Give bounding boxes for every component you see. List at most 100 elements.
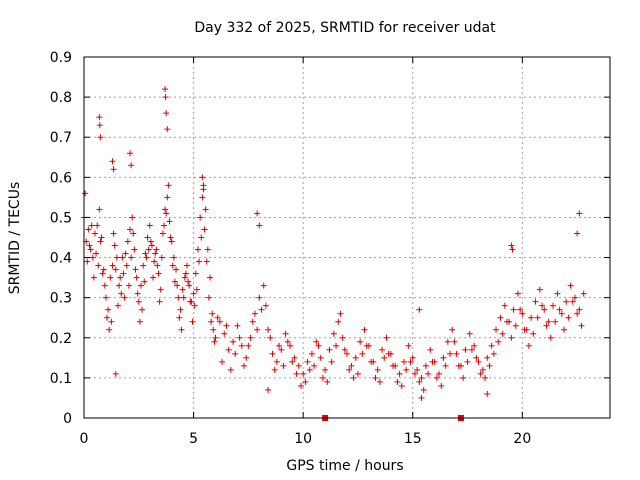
data-point (466, 330, 473, 337)
data-point (97, 238, 104, 245)
x-tick-label: 15 (404, 431, 422, 447)
data-point (418, 374, 425, 381)
data-point (265, 386, 272, 393)
data-point (473, 354, 480, 361)
data-point (354, 370, 361, 377)
data-point (403, 366, 410, 373)
data-point (192, 270, 199, 277)
data-point (93, 250, 100, 257)
data-point (337, 310, 344, 317)
data-point (173, 266, 180, 273)
data-point (484, 354, 491, 361)
data-point (449, 326, 456, 333)
data-point (236, 334, 243, 341)
data-point (200, 186, 207, 193)
data-point (99, 270, 106, 277)
data-point (91, 230, 98, 237)
data-point (503, 318, 510, 325)
data-point (190, 290, 197, 297)
data-point (280, 362, 287, 369)
data-point (429, 358, 436, 365)
data-point (350, 374, 357, 381)
data-point (372, 374, 379, 381)
data-point (210, 326, 217, 333)
data-point (468, 346, 475, 353)
data-point (232, 350, 239, 357)
data-point (189, 318, 196, 325)
data-point (96, 114, 103, 121)
data-point (425, 370, 432, 377)
data-point (187, 298, 194, 305)
data-point (209, 310, 216, 317)
data-point (178, 326, 185, 333)
data-point (132, 266, 139, 273)
data-point (153, 246, 160, 253)
data-point (517, 306, 524, 313)
data-point (159, 230, 166, 237)
data-point (171, 278, 178, 285)
data-point (455, 362, 462, 369)
data-point (346, 366, 353, 373)
data-point (245, 342, 252, 349)
data-point (157, 286, 164, 293)
data-point (317, 354, 324, 361)
data-point (162, 94, 169, 101)
data-point (324, 378, 331, 385)
data-point (95, 262, 102, 269)
data-point (282, 330, 289, 337)
data-point (330, 330, 337, 337)
x-tick-label: 5 (189, 431, 198, 447)
data-point (122, 250, 129, 257)
data-point (135, 298, 142, 305)
data-point (512, 322, 519, 329)
y-tick-label: 0.8 (50, 90, 72, 106)
data-point (163, 210, 170, 217)
data-point (199, 194, 206, 201)
data-point (519, 310, 526, 317)
data-point (104, 314, 111, 321)
data-point (204, 246, 211, 253)
data-point (556, 306, 563, 313)
data-points (81, 86, 587, 401)
data-point (543, 322, 550, 329)
data-point (191, 302, 198, 309)
data-point (150, 274, 157, 281)
data-point (444, 338, 451, 345)
data-point (109, 158, 116, 165)
data-point (85, 226, 92, 233)
data-point (194, 246, 201, 253)
data-point (409, 354, 416, 361)
data-point (289, 358, 296, 365)
y-tick-label: 0.1 (50, 371, 72, 387)
data-point (156, 298, 163, 305)
data-point (84, 258, 91, 265)
data-point (376, 378, 383, 385)
data-point (273, 358, 280, 365)
data-point (381, 354, 388, 361)
data-point (197, 214, 204, 221)
data-point (414, 366, 421, 373)
data-point (164, 194, 171, 201)
data-point (547, 334, 554, 341)
y-ticks: 0 0.1 0.2 0.3 0.4 0.5 0.6 0.7 0.8 0.9 (50, 50, 610, 427)
data-point (162, 86, 169, 93)
data-point (341, 346, 348, 353)
data-point (576, 306, 583, 313)
data-point (499, 330, 506, 337)
data-point (541, 306, 548, 313)
data-point (510, 306, 517, 313)
data-point (151, 258, 158, 265)
data-point (390, 362, 397, 369)
data-point (185, 278, 192, 285)
data-point (175, 294, 182, 301)
data-point (293, 370, 300, 377)
data-point (179, 286, 186, 293)
data-point (118, 290, 125, 297)
data-point (368, 358, 375, 365)
data-point (113, 254, 120, 261)
data-point (495, 338, 502, 345)
data-point (181, 274, 188, 281)
data-point (211, 338, 218, 345)
data-point (416, 378, 423, 385)
data-point (567, 282, 574, 289)
